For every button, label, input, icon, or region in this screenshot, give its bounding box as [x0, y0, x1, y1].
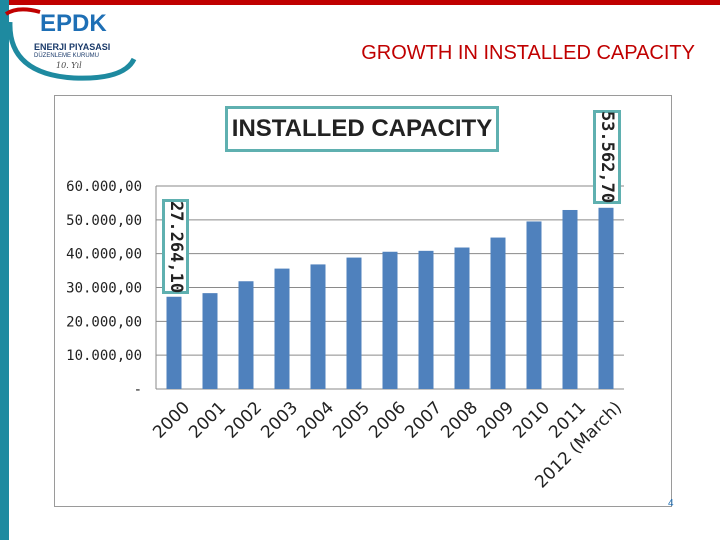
bar: [166, 296, 182, 389]
bar: [382, 251, 398, 389]
y-tick-label: 50.000,00: [66, 213, 142, 229]
y-tick-label: 40.000,00: [66, 247, 142, 263]
x-tick-label: 2000: [149, 398, 194, 443]
bar: [454, 247, 470, 389]
x-tick-label: 2006: [365, 398, 410, 443]
bar: [598, 207, 614, 389]
bar: [562, 209, 578, 389]
y-tick-label: -: [134, 382, 142, 398]
y-tick-label: 20.000,00: [66, 314, 142, 330]
x-tick-label: 2007: [401, 398, 446, 443]
logo-brand: EPDK: [40, 10, 107, 37]
y-tick-label: 30.000,00: [66, 281, 142, 297]
logo-arc-icon: [4, 7, 137, 81]
y-tick-label: 10.000,00: [66, 348, 142, 364]
callout-2000: 27.264,10: [162, 199, 189, 294]
page-number: 4: [668, 498, 674, 509]
x-tick-label: 2001: [185, 398, 230, 443]
bar: [346, 257, 362, 389]
bar: [526, 221, 542, 389]
callout-2012-label: 53.562,70: [597, 110, 617, 204]
bar: [490, 237, 506, 389]
callout-2012: 53.562,70: [593, 110, 621, 204]
logo-line-1: ENERJI PIYASASI: [34, 42, 111, 52]
bar: [418, 250, 434, 389]
bar: [274, 268, 290, 389]
bar: [238, 281, 254, 389]
x-tick-label: 2002: [221, 398, 266, 443]
logo-line-2: DÜZENLEME KURUMU: [34, 53, 100, 59]
x-tick-label: 2009: [473, 398, 518, 443]
x-tick-label: 2010: [509, 398, 554, 443]
x-tick-label: 2004: [293, 398, 338, 443]
x-tick-label: 2008: [437, 398, 482, 443]
logo-signature: 10. Yıl: [56, 61, 82, 70]
page-title: GROWTH IN INSTALLED CAPACITY: [361, 42, 695, 64]
bar: [202, 293, 218, 389]
chart-title-box: INSTALLED CAPACITY: [225, 106, 499, 152]
left-accent-bar: [0, 0, 9, 540]
x-tick-label: 2003: [257, 398, 302, 443]
chart-title: INSTALLED CAPACITY: [231, 115, 493, 142]
bar: [310, 264, 326, 389]
epdk-logo: EPDK ENERJI PIYASASI DÜZENLEME KURUMU 10…: [4, 4, 154, 84]
top-rule: [0, 0, 720, 5]
y-tick-label: 60.000,00: [66, 179, 142, 195]
x-tick-label: 2005: [329, 398, 374, 443]
callout-2000-label: 27.264,10: [165, 200, 186, 293]
